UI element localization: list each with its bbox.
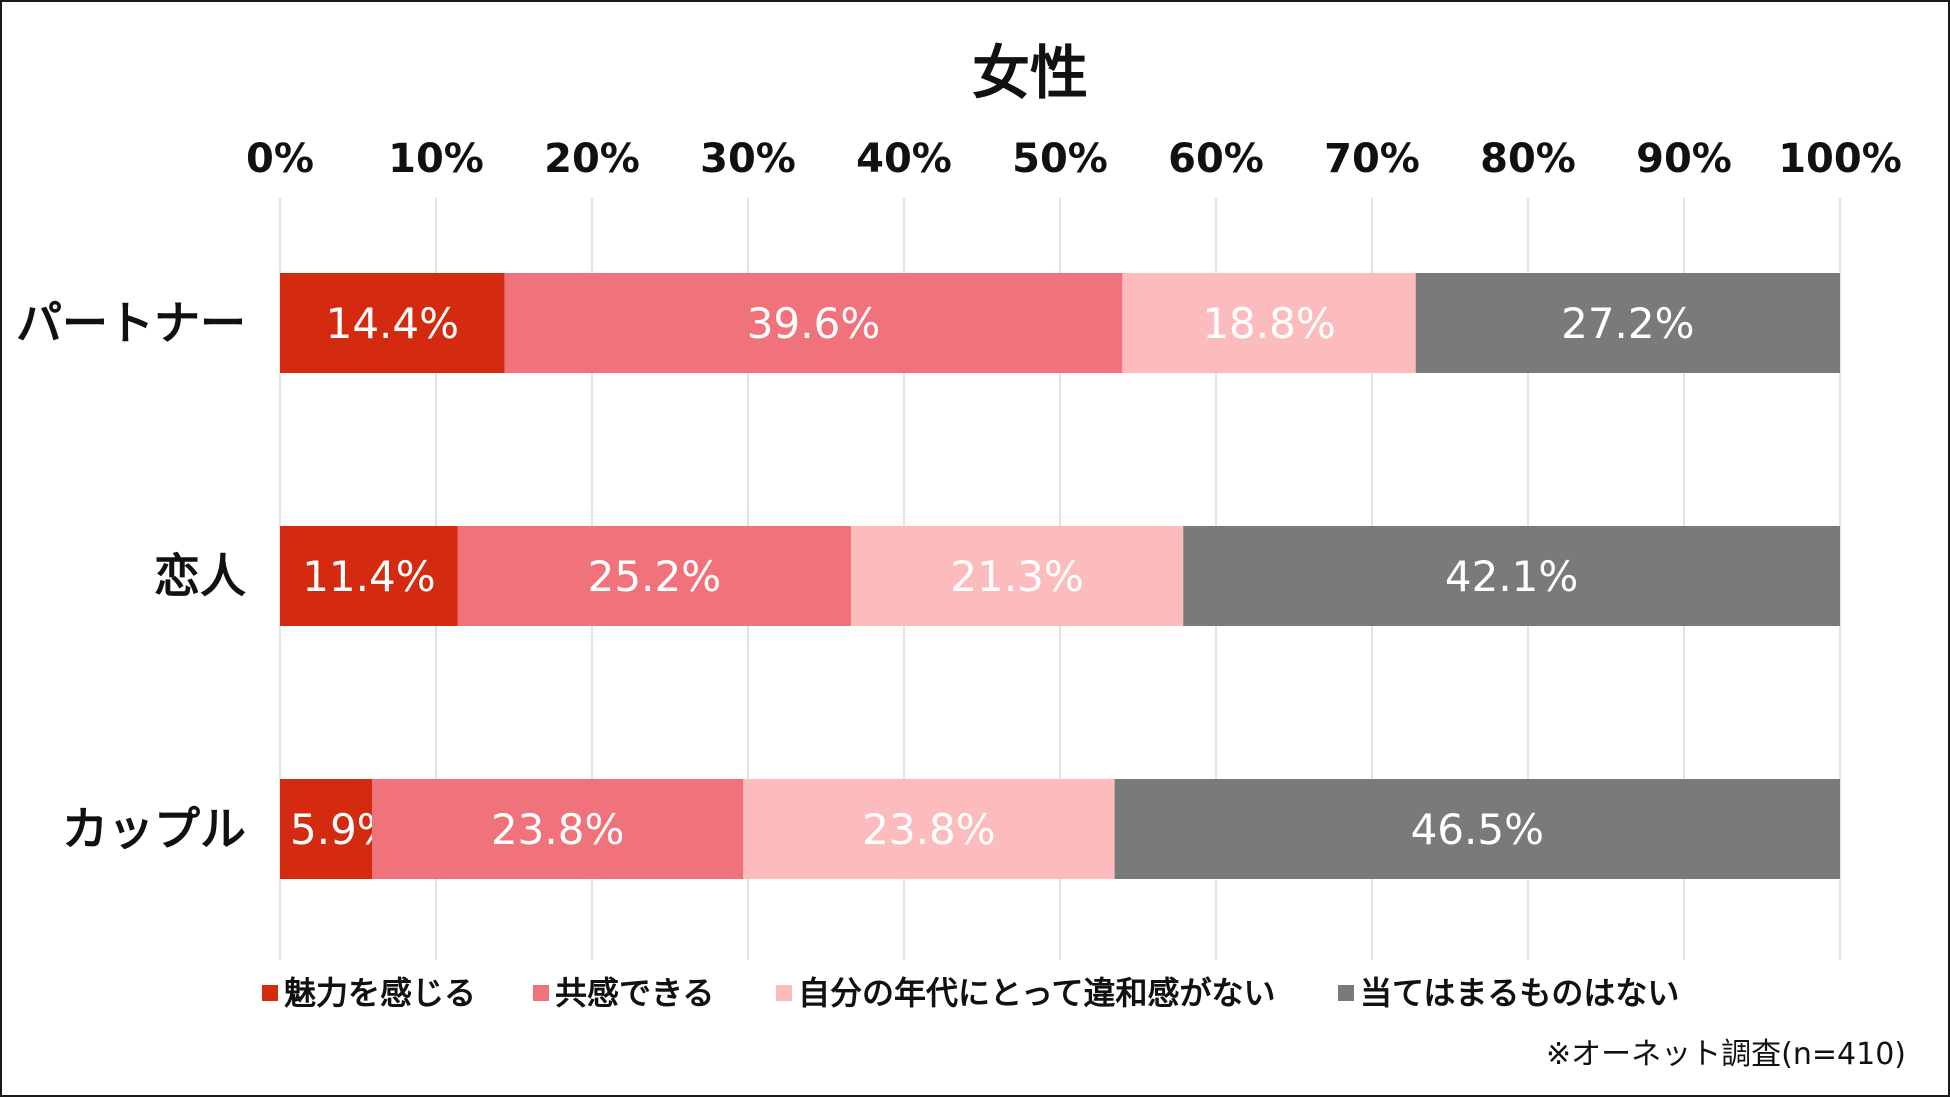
- legend-label: 当てはまるものはない: [1360, 974, 1679, 1012]
- category-label: 恋人: [154, 549, 246, 603]
- data-label: 11.4%: [302, 552, 435, 601]
- data-label: 14.4%: [326, 299, 459, 348]
- bar-segment: [457, 526, 851, 626]
- bar-segment: [743, 779, 1115, 879]
- x-tick-label: 100%: [1778, 136, 1902, 182]
- bar-segment: [1415, 273, 1840, 373]
- data-label: 27.2%: [1561, 299, 1694, 348]
- x-tick-label: 20%: [544, 136, 640, 182]
- x-axis-ticks: 0% 10% 20% 30% 40% 50% 60% 70% 80% 90% 100%: [246, 136, 1902, 182]
- x-tick-label: 40%: [856, 136, 952, 182]
- data-label: 42.1%: [1445, 552, 1578, 601]
- x-tick-label: 70%: [1324, 136, 1420, 182]
- x-tick-label: 80%: [1480, 136, 1576, 182]
- bar-segment: [372, 779, 744, 879]
- source-note: ※オーネット調査(n=410): [1546, 1037, 1906, 1072]
- legend-label: 共感できる: [555, 974, 714, 1012]
- legend: 魅力を感じる 共感できる 自分の年代にとって違和感がない 当てはまるものはない: [262, 974, 1679, 1012]
- x-tick-label: 90%: [1636, 136, 1732, 182]
- x-tick-label: 30%: [700, 136, 796, 182]
- chart-title: 女性: [972, 39, 1088, 107]
- category-label: カップル: [62, 802, 246, 856]
- bar-segment: [504, 273, 1123, 373]
- legend-swatch: [533, 985, 549, 1001]
- x-tick-label: 60%: [1168, 136, 1264, 182]
- legend-label: 魅力を感じる: [284, 974, 476, 1012]
- data-label: 39.6%: [747, 299, 880, 348]
- data-label: 46.5%: [1411, 805, 1544, 854]
- data-label: 21.3%: [950, 552, 1083, 601]
- category-label: パートナー: [16, 296, 246, 350]
- data-label: 23.8%: [491, 805, 624, 854]
- bars: 14.4% 39.6% 18.8% 27.2% 11.4% 25.2% 21.3% 42.1%…: [280, 273, 1840, 879]
- data-label: 23.8%: [862, 805, 995, 854]
- bar-segment: [280, 779, 373, 879]
- data-label: 25.2%: [588, 552, 721, 601]
- bar-segment: [280, 526, 458, 626]
- bar-segment: [850, 526, 1184, 626]
- data-label: 18.8%: [1202, 299, 1335, 348]
- bar-segment: [1183, 526, 1840, 626]
- x-tick-label: 50%: [1012, 136, 1108, 182]
- x-tick-label: 10%: [388, 136, 484, 182]
- legend-swatch: [776, 985, 792, 1001]
- legend-swatch: [262, 985, 278, 1001]
- legend-swatch: [1338, 985, 1354, 1001]
- bar-segment: [280, 273, 505, 373]
- x-tick-label: 0%: [246, 136, 314, 182]
- legend-label: 自分の年代にとって違和感がない: [798, 974, 1275, 1012]
- bar-segment: [1122, 273, 1416, 373]
- bar-segment: [1114, 779, 1840, 879]
